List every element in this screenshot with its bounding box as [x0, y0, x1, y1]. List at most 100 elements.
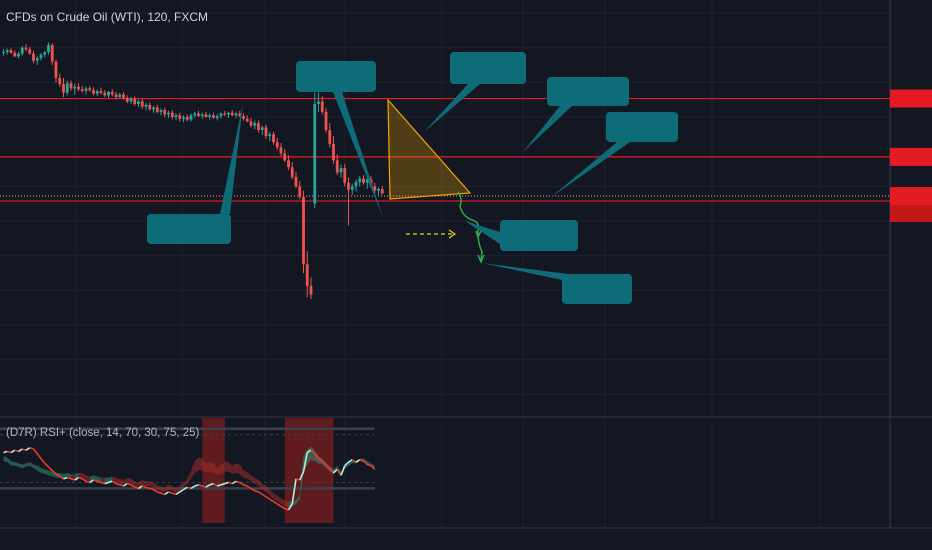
- callout-pointer: [465, 221, 500, 244]
- bull-candle: [174, 115, 178, 117]
- rsi-line-segment: [325, 463, 331, 469]
- rsi-line-segment: [198, 484, 203, 487]
- bull-candle: [208, 115, 212, 117]
- bear-candle: [290, 167, 294, 177]
- bull-candle: [84, 88, 88, 91]
- rsi-line-segment: [55, 473, 61, 478]
- rsi-line-segment: [51, 469, 57, 475]
- bear-candle: [155, 107, 159, 112]
- rsi-line-segment: [314, 453, 320, 460]
- rsi-cloud-segment: [284, 500, 289, 508]
- bear-candle: [69, 83, 73, 89]
- bear-candle: [238, 113, 242, 117]
- bear-candle: [283, 153, 287, 161]
- rsi-cloud-segment: [33, 464, 38, 471]
- rsi-line-segment: [306, 449, 312, 454]
- rsi-cloud-segment: [269, 489, 274, 500]
- rsi-cloud-segment: [209, 462, 214, 473]
- callout-pointer: [550, 142, 630, 198]
- bear-candle: [77, 86, 80, 90]
- rsi-line-segment: [175, 491, 181, 496]
- rsi-line-segment: [284, 507, 289, 511]
- rsi-cloud-segment: [243, 470, 248, 479]
- rsi-line-segment: [261, 493, 267, 498]
- bear-candle: [305, 264, 309, 286]
- rsi-cloud-segment: [179, 482, 184, 491]
- rsi-cloud-segment: [217, 464, 221, 476]
- bear-candle: [185, 117, 189, 120]
- bull-candle: [159, 110, 163, 112]
- rsi-cloud-segment: [254, 477, 259, 487]
- bull-candle: [189, 115, 193, 120]
- bear-candle: [58, 78, 62, 85]
- rsi-line-segment: [104, 481, 109, 485]
- rsi-cloud-segment: [22, 463, 26, 469]
- bear-candle: [223, 113, 227, 115]
- bear-candle: [92, 90, 95, 94]
- bull-candle: [350, 186, 354, 190]
- rsi-line-segment: [29, 447, 34, 450]
- rsi-line-segment: [18, 448, 23, 453]
- bear-candle: [257, 123, 260, 130]
- dashed-arrow-head: [448, 229, 457, 239]
- rsi-cloud-segment: [221, 462, 225, 475]
- rsi-line-segment: [269, 498, 274, 503]
- rsi-line-segment: [321, 460, 327, 466]
- rsi-line-segment: [202, 485, 207, 488]
- bear-candle: [279, 147, 283, 154]
- bear-candle: [9, 50, 13, 53]
- bull-candle: [2, 52, 5, 53]
- bull-candle: [253, 123, 257, 126]
- bull-candle: [215, 116, 219, 118]
- rsi-line-segment: [108, 480, 113, 484]
- callout-box: [296, 61, 376, 92]
- rsi-cloud-segment: [273, 493, 278, 502]
- rsi-line-segment: [145, 486, 150, 490]
- horizontal-levels: [0, 97, 890, 202]
- rsi-cloud-segment: [146, 481, 150, 487]
- bull-candle: [39, 54, 43, 59]
- chart-title: CFDs on Crude Oil (WTI), 120, FXCM: [6, 10, 208, 24]
- rsi-line-segment: [40, 458, 46, 464]
- bear-candle: [264, 127, 268, 137]
- callout-box: [500, 220, 578, 251]
- rsi-cloud-segment: [142, 480, 146, 487]
- bear-candle: [125, 97, 129, 102]
- rsi-line-segment: [138, 485, 143, 490]
- bull-candle: [144, 104, 148, 107]
- rsi-cloud-segment: [116, 477, 120, 484]
- rsi-line-segment: [134, 486, 139, 490]
- axes: [890, 89, 932, 223]
- bull-candle: [118, 94, 122, 98]
- rsi-line-segment: [351, 459, 357, 463]
- rsi-line-segment: [367, 463, 372, 467]
- rsi-line-segment: [231, 480, 237, 485]
- rsi-line-segment: [149, 487, 154, 491]
- rsi-line-segment: [157, 491, 162, 494]
- rsi-line-segment: [44, 462, 50, 468]
- rsi-cloud-segment: [161, 487, 165, 492]
- callout-pointer: [523, 106, 572, 152]
- rsi-line-segment: [295, 478, 300, 481]
- countdown-badge: [890, 205, 932, 223]
- bear-candle: [275, 142, 279, 148]
- bear-candle: [170, 112, 174, 117]
- price-level-badge: [890, 89, 932, 108]
- rsi-cloud-segment: [71, 474, 75, 479]
- rsi-cloud-segment: [206, 462, 210, 473]
- rsi-line-segment: [362, 460, 368, 466]
- rsi-line-segment: [153, 488, 158, 493]
- bull-candle: [313, 104, 317, 204]
- rsi-line-segment: [239, 481, 244, 486]
- bear-candle: [148, 104, 152, 110]
- rsi-line-segment: [243, 484, 248, 487]
- bull-candle: [317, 101, 320, 104]
- rsi-line-segment: [22, 448, 27, 451]
- rsi-cloud-segment: [48, 470, 53, 477]
- rsi-cloud-segment: [258, 480, 263, 490]
- rsi-cloud-segment: [164, 484, 169, 492]
- bull-candle: [65, 83, 69, 93]
- bear-candle: [332, 143, 335, 161]
- rsi-line-segment: [172, 492, 177, 496]
